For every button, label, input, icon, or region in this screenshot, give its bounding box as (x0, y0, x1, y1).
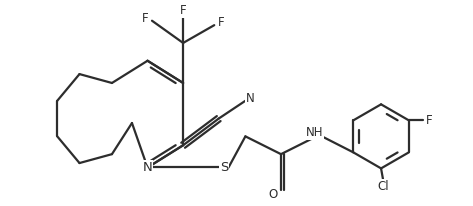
Text: F: F (142, 12, 149, 25)
Text: N: N (143, 161, 152, 174)
Text: F: F (218, 16, 224, 29)
Text: F: F (180, 4, 186, 18)
Text: F: F (426, 114, 433, 127)
Text: NH: NH (306, 126, 323, 139)
Text: Cl: Cl (377, 180, 389, 193)
Text: O: O (268, 188, 278, 201)
Text: S: S (220, 161, 228, 174)
Text: N: N (246, 92, 255, 105)
